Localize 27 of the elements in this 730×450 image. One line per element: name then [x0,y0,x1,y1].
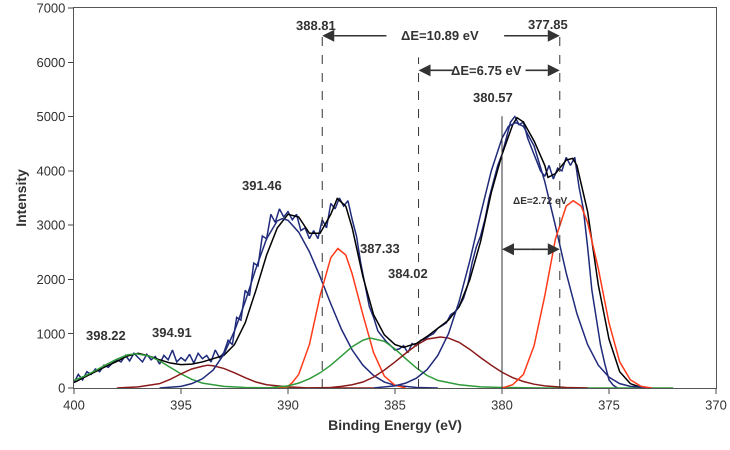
x-tick-label: 380 [491,398,513,413]
annotation: 398.22 [86,328,126,343]
annotation: 387.33 [360,241,400,256]
annotation: ΔE=6.75 eV [451,63,522,78]
annotation: ΔE=10.89 eV [401,28,479,43]
annotation: 388.81 [296,18,336,33]
x-axis-title: Binding Energy (eV) [328,416,462,433]
annotation: 391.46 [242,178,282,193]
x-tick-label: 385 [384,398,406,413]
x-tick-label: 375 [598,398,620,413]
x-tick-label: 370 [705,398,727,413]
y-axis-title: Intensity [13,169,30,227]
x-tick-label: 390 [277,398,299,413]
y-tick-label: 1000 [36,326,66,342]
annotation: 377.85 [528,17,568,32]
y-tick-label: 2000 [36,272,66,287]
y-tick-label: 7000 [36,0,66,16]
annotation: 394.91 [152,325,192,340]
x-tick-label: 395 [170,398,192,413]
y-tick-label: 3000 [36,218,66,233]
annotation: 380.57 [473,90,513,105]
y-tick-label: 5000 [36,109,66,124]
y-tick-label: 4000 [36,163,66,178]
y-tick-label: 0 [58,380,66,396]
annotation: 384.02 [388,266,428,281]
x-tick-label: 400 [63,398,85,413]
y-tick-label: 6000 [36,54,66,70]
